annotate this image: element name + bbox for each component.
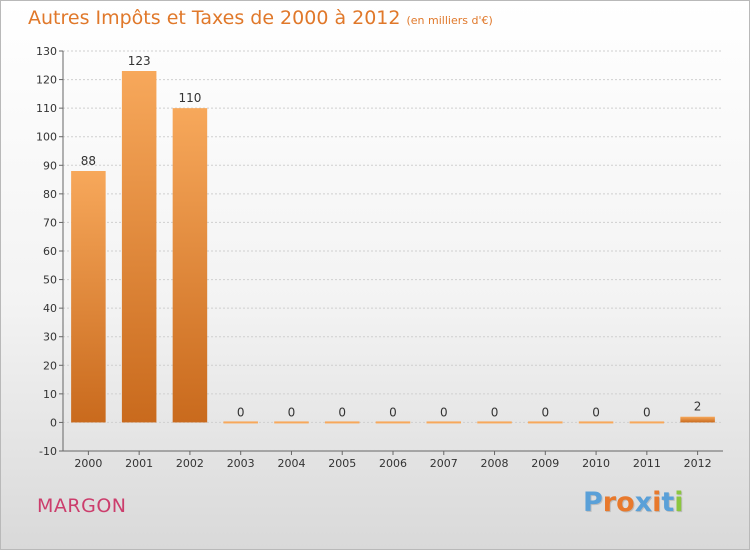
data-label: 0	[237, 405, 245, 419]
data-label: 0	[592, 405, 600, 419]
x-tick-label: 2006	[379, 457, 407, 470]
y-tick-label: 90	[43, 159, 57, 172]
y-tick-label: 0	[50, 416, 57, 429]
bar	[274, 421, 309, 424]
x-tick-label: 2002	[176, 457, 204, 470]
y-tick-label: -10	[39, 445, 57, 458]
logo-letter: x	[634, 487, 653, 518]
y-tick-label: 120	[36, 74, 57, 87]
bar	[223, 421, 258, 424]
data-label: 0	[389, 405, 397, 419]
bar	[528, 421, 563, 424]
bar	[121, 71, 157, 423]
x-tick-label: 2008	[481, 457, 509, 470]
chart-title-block: Autres Impôts et Taxes de 2000 à 2012 (en…	[28, 7, 493, 29]
bar	[375, 421, 411, 424]
x-tick-label: 2000	[74, 457, 102, 470]
bar	[477, 421, 512, 424]
data-label: 0	[491, 405, 499, 419]
x-tick-label: 2010	[582, 457, 610, 470]
x-tick-label: 2001	[125, 457, 153, 470]
x-tick-labels: 2000 2001 2002 2003 2004 2005 2006 2007 2008 2009…	[74, 457, 711, 470]
y-tick-label: 50	[43, 274, 57, 287]
data-label: 110	[178, 91, 201, 105]
chart-unit: (en milliers d'€)	[406, 14, 493, 27]
x-tick-label: 2009	[531, 457, 559, 470]
logo-letter: i	[652, 487, 662, 518]
data-labels: 88 123 110 0 0 0 0 0 0 0 0 0 2	[81, 54, 702, 419]
y-tick-label: 20	[43, 359, 57, 372]
logo-letter: P	[583, 487, 603, 518]
bar	[680, 416, 715, 423]
y-tick-label: 80	[43, 188, 57, 201]
proxiti-logo: Proxiti	[583, 487, 684, 518]
commune-name: MARGON	[37, 495, 127, 517]
x-tick-label: 2012	[684, 457, 712, 470]
x-tick-label: 2004	[277, 457, 305, 470]
y-tick-label: 60	[43, 245, 57, 258]
data-label: 123	[128, 54, 151, 68]
logo-letter: r	[602, 487, 617, 518]
grid-lines	[63, 50, 723, 423]
data-label: 0	[288, 405, 296, 419]
data-label: 0	[440, 405, 448, 419]
logo-letter: t	[661, 487, 675, 518]
y-tick-labels: -10 0 10 20 30 40 50 60 70 80 90 100 110 120 130	[36, 45, 57, 458]
x-tick-label: 2007	[430, 457, 458, 470]
data-label: 0	[338, 405, 346, 419]
y-tick-label: 70	[43, 216, 57, 229]
bar	[629, 421, 665, 424]
y-tick-label: 110	[36, 102, 57, 115]
data-label: 2	[694, 400, 702, 414]
chart-title: Autres Impôts et Taxes de 2000 à 2012	[28, 7, 401, 29]
data-label: 0	[643, 405, 651, 419]
bars	[71, 71, 715, 424]
x-tick-label: 2005	[328, 457, 356, 470]
data-label: 88	[81, 154, 96, 168]
logo-letter: i	[674, 487, 684, 518]
y-tick-label: 100	[36, 131, 57, 144]
bar	[71, 171, 106, 423]
data-label: 0	[541, 405, 549, 419]
bar	[578, 421, 614, 424]
bar	[172, 108, 208, 423]
y-tick-label: 30	[43, 331, 57, 344]
x-tick-label: 2003	[227, 457, 255, 470]
y-tick-label: 10	[43, 388, 57, 401]
logo-letter: o	[616, 487, 635, 518]
bar	[324, 421, 360, 424]
bar	[426, 421, 462, 424]
y-tick-label: 40	[43, 302, 57, 315]
x-tick-label: 2011	[633, 457, 661, 470]
axes	[59, 50, 723, 455]
y-tick-label: 130	[36, 45, 57, 58]
